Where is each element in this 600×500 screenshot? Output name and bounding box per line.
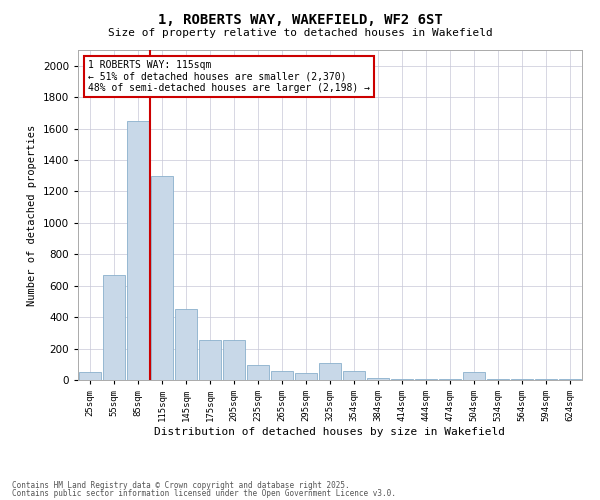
Bar [415,379,437,380]
Bar [295,373,317,380]
Bar [319,362,341,380]
Bar [511,379,533,380]
Bar [367,378,389,380]
Bar [79,372,101,380]
Bar [223,340,245,380]
Bar [343,372,365,380]
Text: Contains HM Land Registry data © Crown copyright and database right 2025.: Contains HM Land Registry data © Crown c… [12,480,350,490]
Text: Size of property relative to detached houses in Wakefield: Size of property relative to detached ho… [107,28,493,38]
Bar [199,340,221,380]
Bar [463,372,485,380]
Text: 1, ROBERTS WAY, WAKEFIELD, WF2 6ST: 1, ROBERTS WAY, WAKEFIELD, WF2 6ST [158,12,442,26]
Bar [487,379,509,380]
Bar [247,365,269,380]
Bar [535,379,557,380]
X-axis label: Distribution of detached houses by size in Wakefield: Distribution of detached houses by size … [155,427,505,437]
Bar [175,310,197,380]
Bar [439,379,461,380]
Y-axis label: Number of detached properties: Number of detached properties [27,124,37,306]
Bar [151,176,173,380]
Bar [103,274,125,380]
Bar [127,120,149,380]
Bar [271,372,293,380]
Bar [559,379,581,380]
Text: 1 ROBERTS WAY: 115sqm
← 51% of detached houses are smaller (2,370)
48% of semi-d: 1 ROBERTS WAY: 115sqm ← 51% of detached … [88,60,370,93]
Bar [391,379,413,380]
Text: Contains public sector information licensed under the Open Government Licence v3: Contains public sector information licen… [12,489,396,498]
